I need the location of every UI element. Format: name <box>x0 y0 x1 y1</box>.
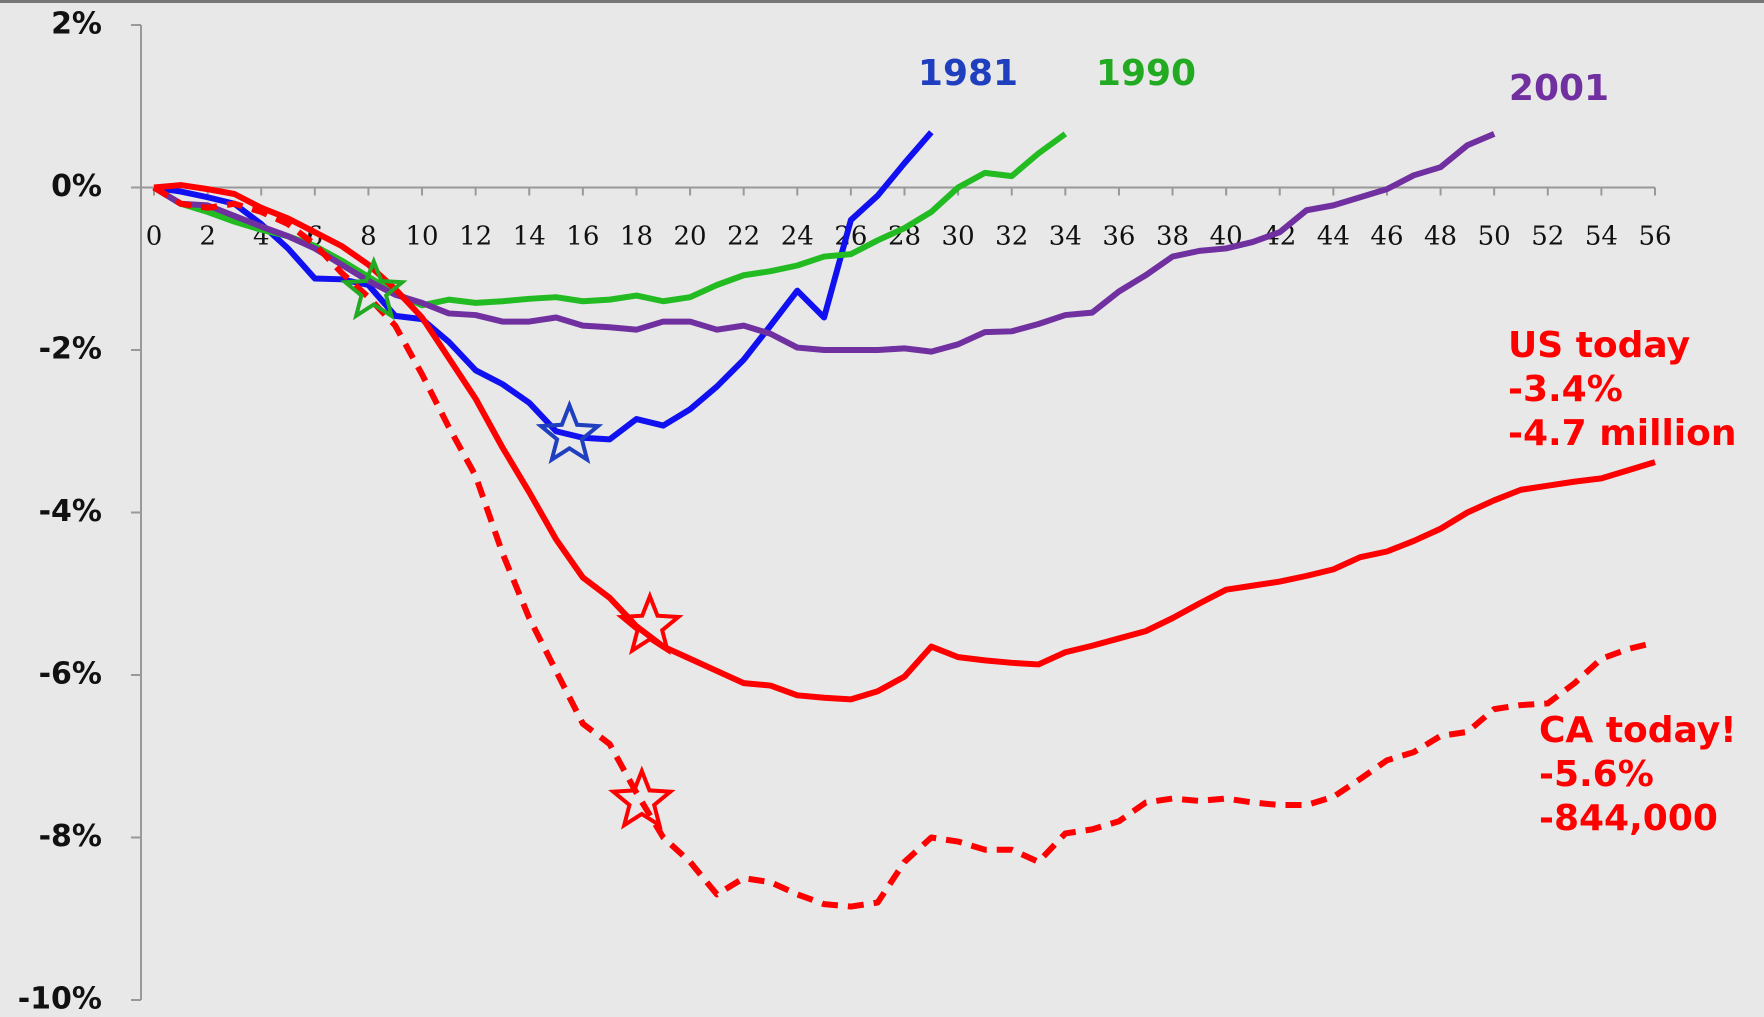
x-tick-label: 52 <box>1531 222 1564 252</box>
x-tick-label: 0 <box>146 222 163 252</box>
series-line <box>153 182 1656 703</box>
x-tick-label: 12 <box>459 222 492 252</box>
annotation: -844,000 <box>1539 798 1718 839</box>
x-tick-label: 32 <box>995 222 1028 252</box>
x-tick-label: 16 <box>566 222 599 252</box>
series-label: 1981 <box>918 53 1018 94</box>
x-tick-label: 20 <box>674 222 707 252</box>
x-tick-label: 22 <box>727 222 760 252</box>
x-tick-label: 14 <box>513 222 546 252</box>
annotation: -4.7 million <box>1508 413 1736 454</box>
series-line <box>152 131 1496 355</box>
series-label: 2001 <box>1509 68 1609 109</box>
y-tick-label: -8% <box>39 819 102 854</box>
series-label: 1990 <box>1096 53 1196 94</box>
star-marker <box>340 256 408 321</box>
y-tick-label: -4% <box>39 494 102 529</box>
x-tick-label: 24 <box>781 222 814 252</box>
x-tick-label: 2 <box>199 222 216 252</box>
x-tick-label: 56 <box>1638 222 1671 252</box>
x-tick-label: 50 <box>1478 222 1511 252</box>
x-tick-label: 54 <box>1585 222 1618 252</box>
x-tick-label: 8 <box>360 222 377 252</box>
series-label: CA today! <box>1539 710 1737 751</box>
y-tick-label: -10% <box>18 982 102 1017</box>
series-line <box>153 130 934 443</box>
y-tick-label: -6% <box>39 657 102 692</box>
y-tick-label: 2% <box>51 7 102 42</box>
x-tick-label: 46 <box>1370 222 1403 252</box>
x-tick-label: 10 <box>405 222 438 252</box>
annotation: -3.4% <box>1508 369 1623 410</box>
series-label: US today <box>1508 325 1690 366</box>
x-tick-label: 38 <box>1156 222 1189 252</box>
star-marker <box>608 765 676 830</box>
x-tick-label: 34 <box>1049 222 1082 252</box>
y-tick-label: -2% <box>39 332 102 367</box>
x-tick-label: 44 <box>1317 222 1350 252</box>
annotation: -5.6% <box>1539 754 1654 795</box>
x-tick-label: 18 <box>620 222 653 252</box>
top-border <box>0 0 1764 3</box>
star-marker <box>535 399 604 465</box>
x-tick-label: 36 <box>1102 222 1135 252</box>
x-tick-label: 48 <box>1424 222 1457 252</box>
y-tick-label: 0% <box>51 169 102 204</box>
x-tick-label: 30 <box>942 222 975 252</box>
series-line <box>152 184 1656 910</box>
star-marker <box>616 590 684 655</box>
